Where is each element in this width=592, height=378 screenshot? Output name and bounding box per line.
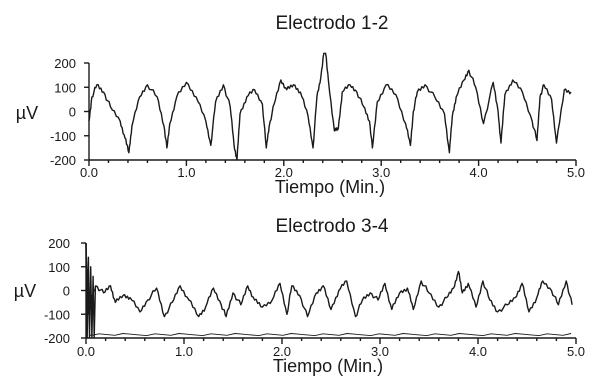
y-tick-label: -100 <box>44 307 70 322</box>
chart-electrodo-1-2: Electrodo 1-2 µV Tiempo (Min.) 200 100 0 -1… <box>16 13 585 197</box>
x-tick-label: 1.0 <box>175 344 193 359</box>
x-axis-label: Tiempo (Min.) <box>273 356 383 376</box>
x-tick-label: 4.0 <box>470 165 488 180</box>
y-tick-label: 100 <box>48 260 70 275</box>
series-line <box>88 52 572 161</box>
y-tick-label: -200 <box>44 331 70 346</box>
y-tick-label: 0 <box>69 105 76 120</box>
x-axis-label: Tiempo (Min.) <box>275 177 385 197</box>
x-tick-label: 0.0 <box>80 165 98 180</box>
y-tick-label: -100 <box>50 129 76 144</box>
x-tick-label: 3.0 <box>371 344 389 359</box>
chart-electrodo-3-4: Electrodo 3-4 µV Tiempo (Min.) 200 100 0 -1… <box>14 216 585 376</box>
chart-title: Electrodo 3-4 <box>275 216 388 237</box>
x-tick-label: 5.0 <box>567 165 585 180</box>
x-tick-label: 4.0 <box>469 344 487 359</box>
y-axis-label: µV <box>16 103 38 123</box>
chart-title: Electrodo 1-2 <box>275 13 388 34</box>
x-tick-label: 2.0 <box>273 344 291 359</box>
baseline-noise <box>90 333 572 337</box>
x-tick-label: 2.0 <box>275 165 293 180</box>
x-tick-label: 5.0 <box>567 344 585 359</box>
y-tick-label: 200 <box>54 56 76 71</box>
x-tick-label: 3.0 <box>372 165 390 180</box>
x-tick-label: 1.0 <box>177 165 195 180</box>
y-tick-label: 200 <box>48 236 70 251</box>
y-tick-label: -200 <box>50 153 76 168</box>
x-tick-label: 0.0 <box>77 344 95 359</box>
initial-artifact <box>85 243 97 339</box>
y-tick-label: 100 <box>54 80 76 95</box>
series-line <box>85 242 573 318</box>
y-tick-label: 0 <box>63 284 70 299</box>
y-axis-label: µV <box>14 281 36 301</box>
